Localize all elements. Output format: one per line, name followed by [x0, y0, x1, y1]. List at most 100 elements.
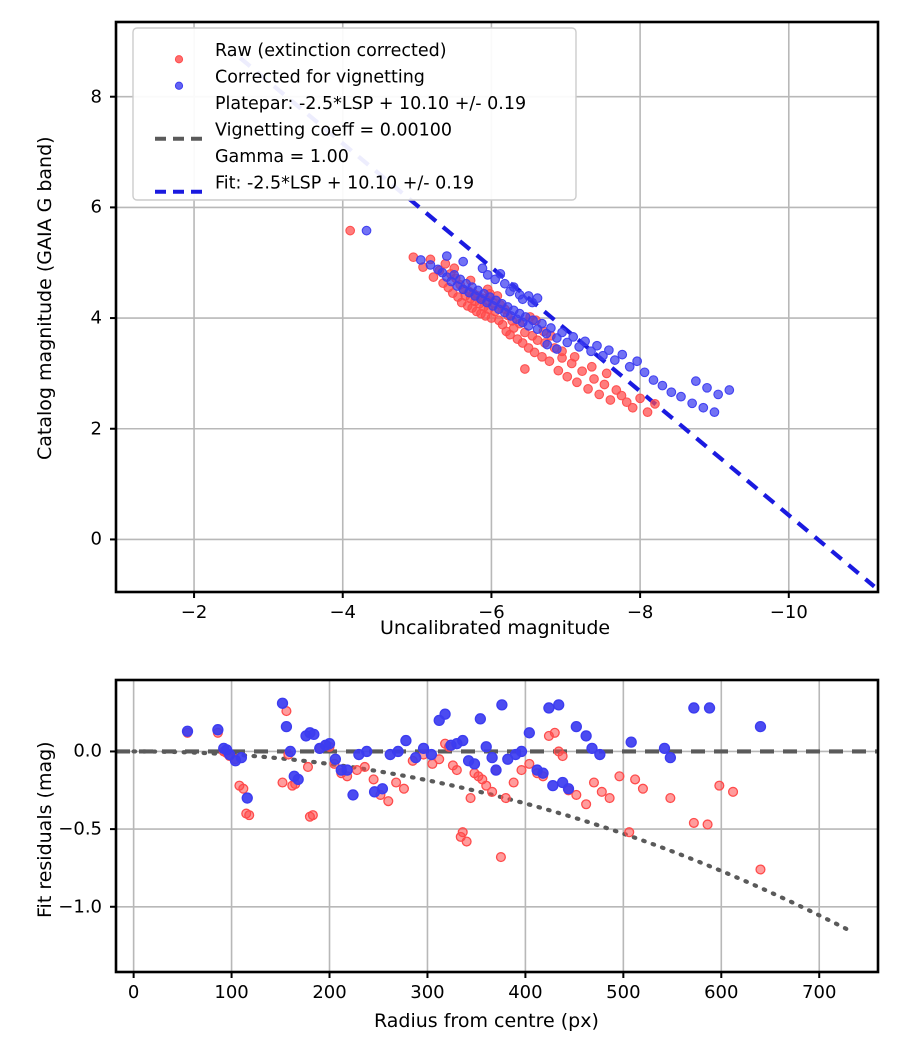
top-panel-x-tick: −2: [180, 602, 208, 623]
data-point: [537, 351, 547, 362]
data-point: [457, 734, 469, 747]
data-point: [391, 777, 402, 788]
top-panel-y-tick: 8: [90, 86, 102, 108]
data-point: [458, 256, 469, 267]
data-point: [605, 395, 616, 405]
top-panel-y-axis-label: Catalog magnitude (GAIA G band): [34, 136, 56, 460]
top-panel-x-axis-label: Uncalibrated magnitude: [380, 617, 611, 639]
data-point: [181, 725, 194, 737]
top-panel-x-tick: −10: [769, 602, 808, 623]
legend-label: Platepar: -2.5*LSP + 10.10 +/- 0.19: [215, 94, 526, 114]
data-point: [238, 783, 249, 794]
data-point: [542, 339, 553, 350]
data-point: [495, 268, 506, 279]
data-point: [596, 786, 607, 797]
top-panel-axes: [110, 20, 880, 598]
legend-label: Vignetting coeff = 0.00100: [215, 121, 452, 141]
data-point: [568, 332, 579, 342]
bottom-panel-x-tick: 500: [606, 982, 641, 1003]
data-point: [415, 255, 426, 265]
data-point: [280, 720, 293, 733]
data-point: [562, 371, 573, 382]
data-point: [361, 745, 373, 758]
top-panel-y-tick: 2: [90, 418, 102, 440]
data-point: [499, 278, 510, 289]
legend-label: Fit: -2.5*LSP + 10.10 +/- 0.19: [215, 174, 474, 194]
data-point: [487, 786, 498, 797]
top-panel-series-raw: [345, 225, 660, 417]
data-point: [477, 263, 488, 274]
data-point: [516, 765, 527, 776]
legend-marker-dot: [174, 81, 184, 90]
data-point: [481, 780, 492, 791]
data-point: [508, 777, 519, 788]
bottom-panel-x-tick: 100: [214, 982, 249, 1003]
data-point: [517, 294, 528, 305]
data-point: [627, 402, 638, 413]
data-point: [528, 315, 538, 326]
data-point: [586, 361, 597, 372]
data-point: [577, 366, 587, 377]
data-point: [754, 720, 767, 733]
data-point: [617, 349, 628, 360]
bottom-panel-plot: [110, 678, 880, 978]
data-point: [276, 697, 289, 709]
data-point: [632, 356, 642, 367]
data-point: [323, 738, 336, 750]
top-panel-series-corrected: [361, 225, 735, 417]
data-point: [642, 407, 653, 417]
top-panel-y-tick: 0: [90, 528, 102, 550]
data-point: [557, 327, 567, 338]
data-point: [284, 745, 296, 758]
data-point: [624, 827, 635, 838]
top-panel-x-tick: −4: [329, 602, 357, 623]
data-point: [398, 783, 410, 794]
bottom-panel-y-tick: −1.0: [58, 896, 102, 918]
data-point: [609, 355, 620, 365]
data-point: [508, 282, 519, 292]
data-point: [537, 318, 547, 329]
data-point: [702, 382, 712, 393]
data-point: [562, 783, 575, 795]
bottom-panel-y-tick: 0.0: [73, 740, 102, 762]
data-point: [515, 745, 528, 758]
bottom-panel-x-tick: 0: [127, 982, 140, 1003]
data-point: [688, 702, 700, 714]
top-panel-plot: Raw (extinction corrected) Corrected for …: [110, 20, 880, 598]
data-point: [713, 389, 724, 400]
data-point: [714, 780, 725, 791]
data-point: [244, 810, 255, 821]
bottom-panel-x-tick: 700: [802, 982, 837, 1003]
data-point: [524, 758, 535, 769]
data-point: [425, 260, 436, 270]
data-point: [688, 817, 699, 828]
bottom-panel-x-tick: 600: [704, 982, 739, 1003]
data-point: [553, 699, 565, 711]
data-point: [624, 361, 635, 372]
data-point: [635, 393, 645, 404]
data-point: [562, 337, 573, 348]
data-point: [468, 758, 481, 770]
data-point: [329, 753, 342, 765]
data-point: [241, 792, 253, 804]
data-point: [658, 742, 671, 754]
data-point: [583, 384, 593, 394]
data-point: [520, 364, 530, 374]
data-point: [598, 350, 608, 361]
top-panel-x-tick: −6: [478, 602, 505, 623]
data-point: [588, 777, 600, 788]
data-point: [410, 752, 422, 764]
data-point: [755, 864, 766, 875]
data-point: [496, 699, 508, 711]
legend-label: Gamma = 1.00: [215, 147, 349, 167]
bottom-panel-y-tick: −0.5: [58, 818, 102, 840]
data-point: [592, 340, 602, 351]
data-point: [580, 336, 590, 347]
data-point: [666, 387, 677, 398]
data-point: [637, 783, 648, 794]
data-point: [665, 792, 676, 804]
data-point: [657, 380, 668, 391]
data-point: [523, 727, 535, 739]
data-point: [341, 764, 353, 776]
top-panel-y-tick: 6: [90, 196, 102, 218]
